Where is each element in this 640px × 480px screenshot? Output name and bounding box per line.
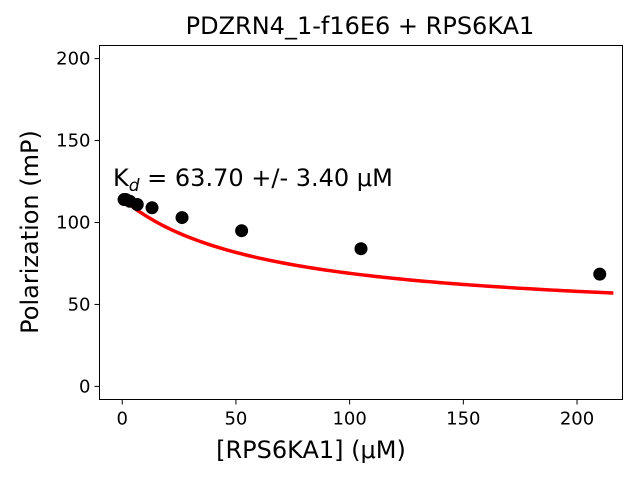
data-point xyxy=(235,224,249,238)
y-tick-label: 150 xyxy=(56,131,90,152)
kd-annotation: Kd = 63.70 +/- 3.40 μM xyxy=(113,164,393,196)
y-tick-label: 50 xyxy=(68,294,91,315)
data-point xyxy=(145,201,159,215)
data-point xyxy=(593,267,607,281)
fit-curve xyxy=(121,197,614,295)
x-axis-title: [RPS6KA1] (μM) xyxy=(216,436,406,464)
kd-prefix: K xyxy=(113,164,130,192)
data-point xyxy=(130,197,144,211)
data-point xyxy=(354,242,368,256)
x-tick-label: 0 xyxy=(117,409,128,430)
x-axis: 0 50 100 150 200 xyxy=(117,399,594,430)
chart-title: PDZRN4_1-f16E6 + RPS6KA1 xyxy=(186,12,535,40)
y-tick-label: 200 xyxy=(56,49,90,70)
y-tick-label: 0 xyxy=(79,376,90,397)
kd-value-text: = 63.70 +/- 3.40 μM xyxy=(140,164,393,192)
x-tick-label: 200 xyxy=(560,409,594,430)
fit-curve-layer xyxy=(121,197,614,295)
y-axis: 0 50 100 150 200 xyxy=(56,49,100,397)
x-tick-label: 100 xyxy=(332,409,366,430)
kd-subscript: d xyxy=(129,176,140,196)
data-point xyxy=(175,211,189,225)
x-tick-label: 150 xyxy=(446,409,480,430)
y-axis-title: Polarization (mP) xyxy=(16,130,44,334)
y-tick-label: 100 xyxy=(56,213,90,234)
x-tick-label: 50 xyxy=(224,409,247,430)
data-points-layer xyxy=(117,193,607,281)
